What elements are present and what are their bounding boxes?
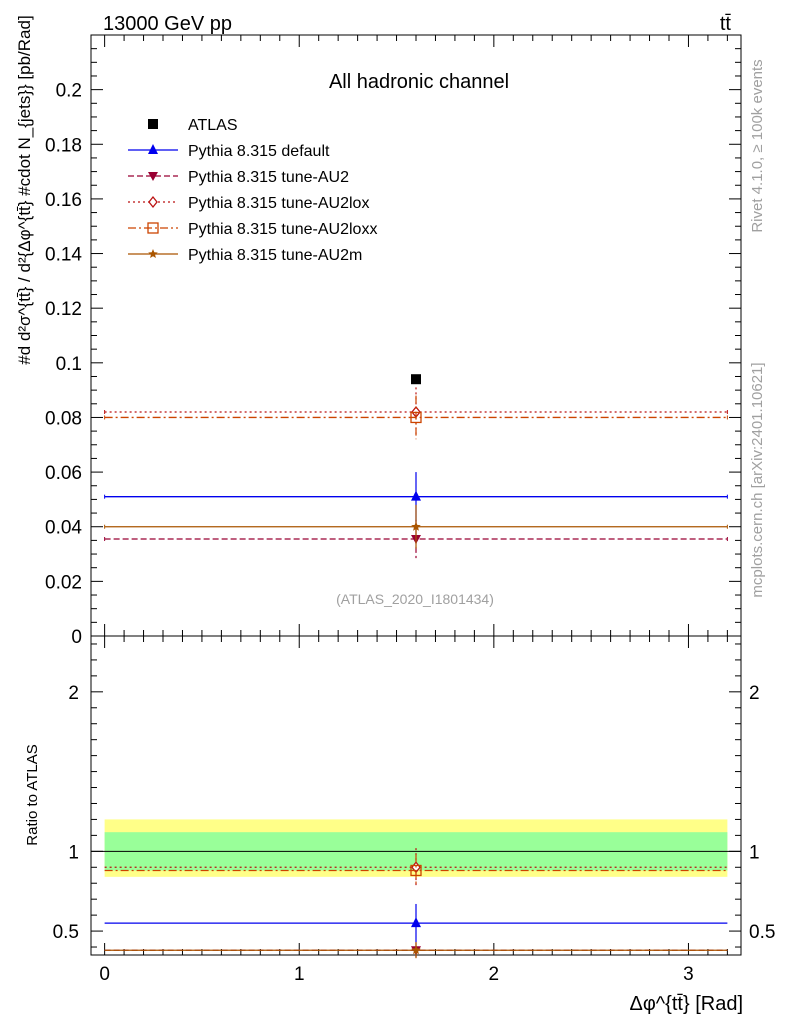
legend-label-3: Pythia 8.315 tune-AU2lox xyxy=(188,195,369,212)
ratio-marker-4 xyxy=(411,945,421,955)
ratio-ytick-label-right: 1 xyxy=(749,842,760,863)
process-label: tt̄ xyxy=(720,13,732,35)
ratio-plot-frame: 0 1 2 3 0.5 0.5 1 1 2 2 xyxy=(53,635,775,985)
main-y-axis-label: #d d²σ^{tt̄} / d²{Δφ^{tt̄} #cdot N_{jets… xyxy=(15,15,34,364)
xtick-label: 1 xyxy=(294,964,305,985)
main-plot-frame: 0 0.02 0.04 0.06 0.08 0.1 0.12 0.14 0.16 0.18 0.2 xyxy=(45,34,742,955)
main-ytick-label: 0.12 xyxy=(45,299,82,320)
legend-label-4: Pythia 8.315 tune-AU2loxx xyxy=(188,221,377,238)
xtick-label: 3 xyxy=(683,964,694,985)
ratio-ytick-label: 2 xyxy=(68,683,79,704)
ratio-ytick-label: 0.5 xyxy=(53,922,79,943)
legend-label-0: ATLAS xyxy=(188,117,238,134)
legend-marker-3 xyxy=(148,195,158,209)
legend: ATLAS Pythia 8.315 default Pythia 8.315 tu… xyxy=(128,117,377,264)
series-marker-4 xyxy=(410,411,422,424)
legend-marker-0 xyxy=(148,119,158,129)
plot-title: All hadronic channel xyxy=(329,71,509,93)
main-ytick-label: 0.18 xyxy=(45,135,82,156)
ratio-ytick-label: 1 xyxy=(68,842,79,863)
series-marker-0 xyxy=(411,374,421,385)
main-ytick-label: 0.06 xyxy=(45,463,82,484)
ratio-marker-3 xyxy=(410,864,422,877)
main-ytick-label: 0.1 xyxy=(56,354,82,375)
ratio-y-axis-label: Ratio to ATLAS xyxy=(24,744,41,845)
legend-marker-4 xyxy=(147,222,159,234)
main-ytick-label: 0.14 xyxy=(45,245,82,266)
rivet-label: Rivet 4.1.0, ≥ 100k events xyxy=(749,59,766,232)
legend-label-1: Pythia 8.315 default xyxy=(188,143,330,160)
xtick-label: 0 xyxy=(99,964,110,985)
ratio-marker-0 xyxy=(411,917,421,928)
legend-marker-5 xyxy=(148,249,158,258)
analysis-watermark: (ATLAS_2020_I1801434) xyxy=(336,591,494,607)
main-ytick-label: 0.08 xyxy=(45,408,82,429)
ratio-ytick-label-right: 0.5 xyxy=(749,922,775,943)
mcplots-label: mcplots.cern.ch [arXiv:2401.10621] xyxy=(749,362,766,597)
legend-label-2: Pythia 8.315 tune-AU2 xyxy=(188,169,349,186)
main-plot-layer xyxy=(104,374,728,559)
main-ytick-label: 0.16 xyxy=(45,190,82,211)
legend-marker-1 xyxy=(148,144,158,154)
series-marker-5 xyxy=(411,521,421,531)
ratio-plot-layer xyxy=(91,819,741,959)
ratio-ytick-label-right: 2 xyxy=(749,683,760,704)
xtick-label: 2 xyxy=(489,964,500,985)
main-ytick-label: 0.04 xyxy=(45,518,82,539)
main-ytick-label: 0 xyxy=(71,627,82,648)
series-marker-1 xyxy=(411,490,421,501)
main-ytick-label: 0.2 xyxy=(56,81,82,102)
main-ytick-label: 0.02 xyxy=(45,572,82,593)
x-axis-label: Δφ^{tt̄} [Rad] xyxy=(629,993,743,1015)
legend-marker-2 xyxy=(148,172,158,181)
legend-label-5: Pythia 8.315 tune-AU2m xyxy=(188,247,362,264)
energy-label: 13000 GeV pp xyxy=(103,13,232,35)
